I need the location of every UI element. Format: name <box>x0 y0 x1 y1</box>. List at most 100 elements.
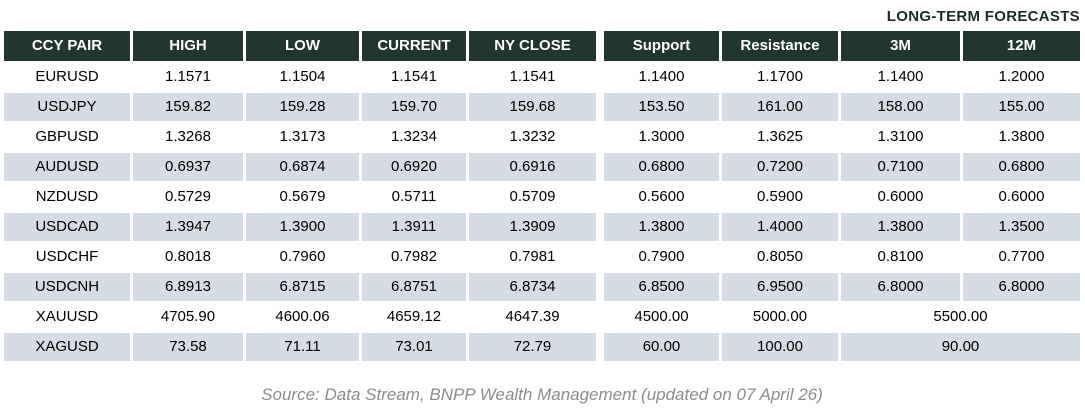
header-cell-3m: 3M <box>841 31 960 61</box>
value-cell: 0.5711 <box>391 188 437 205</box>
value-cell: 155.00 <box>963 93 1080 121</box>
column-group-gap <box>599 183 601 211</box>
value-cell: 0.7700 <box>998 248 1045 265</box>
pair-cell: EURUSD <box>35 68 99 85</box>
value-cell: 0.6000 <box>877 188 924 205</box>
value-cell: 0.6800 <box>604 153 719 181</box>
column-group-gap <box>599 273 601 301</box>
pair-cell: XAUUSD <box>35 308 99 325</box>
value-cell: 6.9500 <box>722 273 838 301</box>
value-cell: 71.11 <box>246 333 359 361</box>
value-cell: 73.58 <box>133 333 243 361</box>
value-cell: 4500.00 <box>634 308 689 325</box>
value-cell: 6.8751 <box>362 273 466 301</box>
value-cell: 158.00 <box>841 93 960 121</box>
forecast-table: CCY PAIR HIGH LOW CURRENT NY CLOSE Support Res… <box>4 31 1080 361</box>
value-cell: 4647.39 <box>505 308 560 325</box>
value-cell: 1.1700 <box>757 68 803 85</box>
value-cell: 6.8734 <box>469 273 596 301</box>
column-group-gap <box>599 333 601 361</box>
value-cell: 0.7900 <box>638 248 685 265</box>
header-cell-ny-close: NY CLOSE <box>469 31 596 61</box>
value-cell: 73.01 <box>362 333 466 361</box>
value-cell: 1.3500 <box>963 213 1080 241</box>
value-cell: 1.3234 <box>391 128 437 145</box>
column-group-gap <box>599 303 601 331</box>
pair-cell: USDCAD <box>4 213 130 241</box>
header-cell-low: LOW <box>246 31 359 61</box>
value-cell: 6.8913 <box>133 273 243 301</box>
value-cell: 1.4000 <box>722 213 838 241</box>
pair-cell: USDJPY <box>4 93 130 121</box>
value-cell: 1.3800 <box>998 128 1045 145</box>
value-cell: 1.1541 <box>509 68 556 85</box>
value-cell: 1.3909 <box>469 213 596 241</box>
value-cell: 153.50 <box>604 93 719 121</box>
value-cell: 1.3947 <box>133 213 243 241</box>
pair-cell: GBPUSD <box>35 128 99 145</box>
header-cell-ccy-pair: CCY PAIR <box>4 31 130 61</box>
value-cell: 1.3000 <box>638 128 685 145</box>
value-cell: 0.6000 <box>998 188 1045 205</box>
header-cell-resistance: Resistance <box>722 31 838 61</box>
header-cell-support: Support <box>604 31 719 61</box>
value-cell: 1.2000 <box>998 68 1045 85</box>
value-cell: 72.79 <box>469 333 596 361</box>
value-cell: 159.28 <box>246 93 359 121</box>
forecast-table-panel: LONG-TERM FORECASTS CCY PAIR HIGH LOW CURRE… <box>4 8 1080 404</box>
value-cell: 4600.06 <box>275 308 330 325</box>
value-cell: 0.7960 <box>279 248 326 265</box>
value-cell: 0.6800 <box>963 153 1080 181</box>
value-cell: 1.1400 <box>877 68 924 85</box>
column-group-gap <box>599 31 601 61</box>
value-cell: 1.3232 <box>509 128 556 145</box>
value-cell: 0.7100 <box>841 153 960 181</box>
value-cell: 159.68 <box>469 93 596 121</box>
value-cell: 159.82 <box>133 93 243 121</box>
value-cell: 6.8000 <box>963 273 1080 301</box>
value-cell: 0.5709 <box>509 188 556 205</box>
value-cell: 1.3268 <box>165 128 211 145</box>
value-cell: 1.3911 <box>362 213 466 241</box>
column-group-gap <box>599 123 601 151</box>
column-group-gap <box>599 243 601 271</box>
value-cell: 1.3900 <box>246 213 359 241</box>
long-term-forecasts-label: LONG-TERM FORECASTS <box>886 8 1080 25</box>
header-cell-12m: 12M <box>963 31 1080 61</box>
value-cell: 0.7200 <box>722 153 838 181</box>
value-cell: 0.5600 <box>638 188 685 205</box>
value-cell: 1.3625 <box>757 128 803 145</box>
value-cell: 0.6874 <box>246 153 359 181</box>
column-group-gap <box>599 93 601 121</box>
pair-cell: NZDUSD <box>35 188 99 205</box>
source-caption: Source: Data Stream, BNPP Wealth Managem… <box>261 385 823 404</box>
value-cell: 0.8050 <box>757 248 803 265</box>
value-cell: 5000.00 <box>752 308 808 325</box>
merged-forecast-cell: 90.00 <box>841 333 1080 361</box>
value-cell: 60.00 <box>604 333 719 361</box>
value-cell: 4659.12 <box>386 308 442 325</box>
value-cell: 1.1400 <box>638 68 685 85</box>
value-cell: 161.00 <box>722 93 838 121</box>
value-cell: 0.6937 <box>133 153 243 181</box>
value-cell: 100.00 <box>722 333 838 361</box>
value-cell: 1.3173 <box>279 128 326 145</box>
value-cell: 6.8500 <box>604 273 719 301</box>
value-cell: 1.1571 <box>165 68 211 85</box>
value-cell: 6.8000 <box>841 273 960 301</box>
value-cell: 1.1541 <box>391 68 437 85</box>
value-cell: 0.7981 <box>509 248 556 265</box>
pair-cell: AUDUSD <box>4 153 130 181</box>
value-cell: 0.6920 <box>362 153 466 181</box>
column-group-gap <box>599 213 601 241</box>
column-group-gap <box>599 63 601 91</box>
value-cell: 159.70 <box>362 93 466 121</box>
value-cell: 1.3800 <box>604 213 719 241</box>
value-cell: 1.3100 <box>877 128 924 145</box>
value-cell: 1.1504 <box>279 68 326 85</box>
pair-cell: USDCNH <box>4 273 130 301</box>
value-cell: 0.8100 <box>877 248 924 265</box>
value-cell: 4705.90 <box>160 308 216 325</box>
value-cell: 0.5900 <box>757 188 803 205</box>
pair-cell: USDCHF <box>35 248 99 265</box>
